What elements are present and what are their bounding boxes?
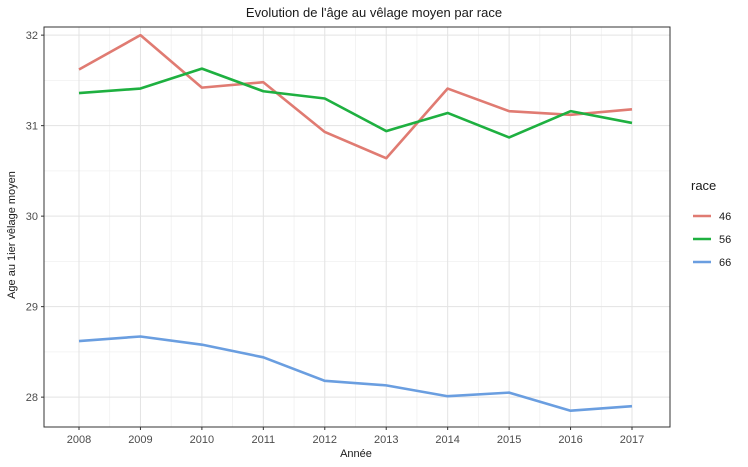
axes: 28 29 30 31 32 2008 2009 2010 2011 2012 2013 2014 20… — [26, 30, 644, 446]
x-tick-label: 2017 — [620, 434, 644, 446]
legend-item-56: 56 — [693, 234, 731, 246]
legend-title: race — [691, 178, 716, 193]
legend-item-66: 66 — [693, 257, 731, 269]
legend-items: 46 56 66 — [693, 211, 731, 269]
legend-label-46: 46 — [719, 211, 731, 223]
y-tick-label: 31 — [26, 121, 38, 133]
x-tick-label: 2012 — [313, 434, 337, 446]
x-tick-label: 2011 — [252, 434, 276, 446]
chart-title: Evolution de l'âge au vêlage moyen par r… — [246, 5, 502, 20]
y-axis-title: Age au 1ier vêlage moyen — [6, 171, 18, 299]
series-lines — [78, 33, 633, 413]
x-tick-label: 2009 — [128, 434, 152, 446]
x-tick-label: 2008 — [67, 434, 91, 446]
x-tick-label: 2010 — [190, 434, 214, 446]
x-tick-label: 2014 — [435, 434, 459, 446]
series-line-46 — [78, 33, 633, 160]
grid — [44, 27, 670, 427]
y-tick-label: 30 — [26, 211, 38, 223]
legend: race 46 56 66 — [691, 178, 731, 269]
legend-label-66: 66 — [719, 257, 731, 269]
x-tick-label: 2016 — [558, 434, 582, 446]
legend-item-46: 46 — [693, 211, 731, 223]
x-tick-label: 2013 — [374, 434, 398, 446]
y-tick-label: 28 — [26, 392, 38, 404]
plot-panel — [44, 27, 670, 427]
y-tick-label: 32 — [26, 30, 38, 42]
plot-border — [43, 26, 671, 428]
x-tick-label: 2015 — [497, 434, 521, 446]
series-line-66 — [78, 335, 633, 413]
legend-label-56: 56 — [719, 234, 731, 246]
x-axis-title: Année — [340, 448, 372, 460]
y-tick-label: 29 — [26, 302, 38, 314]
series-line-56 — [78, 67, 633, 139]
